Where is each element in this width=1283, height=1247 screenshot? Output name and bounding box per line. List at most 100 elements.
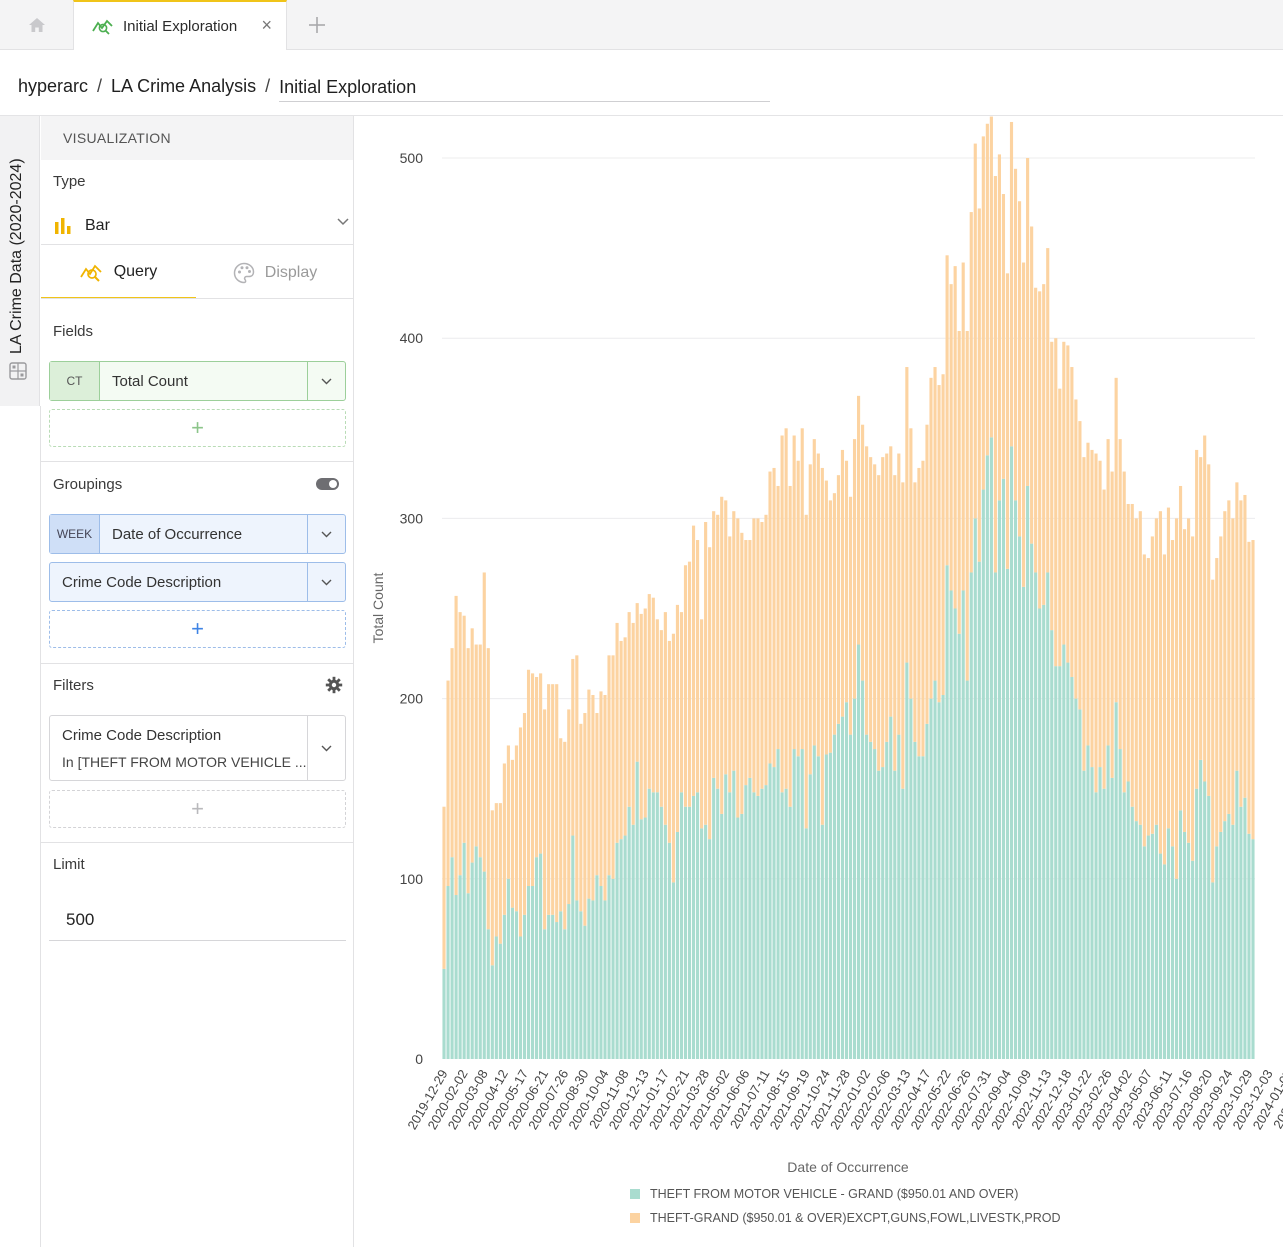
- bar-segment-grand: [865, 446, 869, 735]
- exploration-icon: [92, 17, 114, 35]
- bar-segment-grand: [663, 612, 667, 825]
- title-input[interactable]: Initial Exploration: [279, 77, 771, 102]
- bar-segment-grand: [704, 522, 708, 825]
- type-select[interactable]: Bar: [53, 212, 351, 240]
- bar-segment-vehicle: [848, 734, 853, 1059]
- bar-segment-vehicle: [1154, 824, 1158, 1059]
- field-dropdown[interactable]: [307, 362, 345, 400]
- bar-segment-grand: [502, 763, 506, 915]
- bar-segment-grand: [659, 630, 663, 807]
- bar-segment-grand: [1150, 536, 1154, 834]
- bar-segment-vehicle: [1005, 568, 1010, 1059]
- bar-segment-grand: [1009, 121, 1014, 447]
- bar-segment-vehicle: [1082, 770, 1086, 1059]
- breadcrumb-workspace[interactable]: hyperarc: [18, 75, 89, 96]
- filter-crime-code[interactable]: Crime Code Description In [THEFT FROM MO…: [49, 715, 346, 781]
- bar-segment-vehicle: [498, 943, 502, 1059]
- bar-segment-vehicle: [1046, 572, 1050, 1059]
- bar-segment-grand: [506, 745, 510, 879]
- legend-item[interactable]: THEFT FROM MOTOR VEHICLE - GRAND ($950.0…: [630, 1187, 1018, 1201]
- bar-segment-vehicle: [1231, 824, 1235, 1059]
- bar-segment-vehicle: [486, 929, 490, 1059]
- bar-segment-grand: [631, 622, 635, 825]
- granularity-tag[interactable]: WEEK: [50, 515, 100, 553]
- bar-segment-vehicle: [1126, 781, 1130, 1059]
- bar-segment-grand: [736, 518, 740, 818]
- filter-dropdown[interactable]: [307, 716, 345, 780]
- bar-segment-vehicle: [446, 886, 450, 1059]
- bar-segment-grand: [941, 374, 945, 695]
- query-icon: [79, 262, 104, 282]
- bar-segment-grand: [615, 622, 619, 843]
- bar-segment-vehicle: [1122, 792, 1126, 1059]
- bar-segment-vehicle: [861, 680, 865, 1059]
- bar-segment-grand: [450, 648, 454, 858]
- add-grouping-button[interactable]: +: [49, 610, 346, 648]
- bar-segment-grand: [514, 745, 519, 912]
- bar-segment-grand: [869, 457, 873, 742]
- bar-segment-vehicle: [993, 572, 997, 1059]
- bar-segment-vehicle: [1142, 846, 1146, 1059]
- bar-segment-grand: [1126, 503, 1130, 782]
- bar-segment-vehicle: [897, 734, 901, 1059]
- bar-chart: 01002003004005002019-12-292020-02-022020…: [370, 116, 1283, 1175]
- bar-segment-vehicle: [780, 792, 784, 1059]
- bar-segment-vehicle: [885, 741, 889, 1059]
- bar-segment-grand: [756, 518, 760, 796]
- bar-chart-icon: [55, 218, 71, 234]
- tab-query[interactable]: Query: [41, 246, 196, 299]
- bar-segment-vehicle: [1070, 676, 1074, 1059]
- bar-segment-vehicle: [1138, 824, 1142, 1059]
- bar-segment-vehicle: [1187, 842, 1191, 1059]
- home-tab[interactable]: [0, 0, 73, 49]
- grouping-dropdown[interactable]: [307, 563, 345, 601]
- bar-segment-grand: [792, 435, 796, 750]
- bar-segment-grand: [651, 597, 655, 793]
- bar-segment-grand: [1098, 460, 1102, 768]
- bar-segment-vehicle: [1098, 767, 1102, 1059]
- bar-segment-grand: [981, 136, 985, 490]
- bar-segment-grand: [901, 482, 905, 789]
- y-tick-label: 400: [400, 330, 424, 346]
- bar-segment-vehicle: [587, 898, 591, 1059]
- breadcrumb-project[interactable]: LA Crime Analysis: [111, 75, 257, 96]
- bar-segment-vehicle: [760, 788, 764, 1059]
- grouping-crime-code[interactable]: Crime Code Description: [49, 562, 346, 602]
- gear-icon[interactable]: [325, 676, 343, 694]
- bar-segment-vehicle: [1215, 846, 1219, 1059]
- bar-segment-grand: [1106, 439, 1110, 746]
- groupings-toggle[interactable]: [316, 478, 339, 490]
- chevron-down-icon: [321, 745, 332, 751]
- bar-segment-grand: [1082, 457, 1086, 771]
- add-field-button[interactable]: +: [49, 409, 346, 447]
- bar-segment-grand: [716, 514, 720, 789]
- grouping-date[interactable]: WEEK Date of Occurrence: [49, 514, 346, 554]
- bar-segment-vehicle: [466, 893, 470, 1059]
- bar-segment-vehicle: [844, 702, 849, 1059]
- aggregate-tag: CT: [50, 362, 100, 400]
- bar-segment-grand: [619, 640, 623, 840]
- add-tab-button[interactable]: [303, 12, 331, 38]
- bar-segment-grand: [744, 540, 748, 786]
- close-icon[interactable]: ×: [261, 15, 272, 35]
- field-total-count[interactable]: CT Total Count: [49, 361, 346, 401]
- bar-segment-grand: [732, 511, 736, 771]
- add-filter-button[interactable]: +: [49, 790, 346, 828]
- bar-segment-grand: [1078, 421, 1082, 710]
- grouping-dropdown[interactable]: [307, 515, 345, 553]
- bar-segment-vehicle: [736, 817, 740, 1059]
- bar-segment-grand: [454, 595, 458, 896]
- tab-initial-exploration[interactable]: Initial Exploration ×: [73, 0, 287, 50]
- bar-segment-vehicle: [1030, 543, 1034, 1059]
- palette-icon: [233, 262, 255, 284]
- legend-swatch: [630, 1213, 640, 1223]
- tab-display[interactable]: Display: [196, 246, 354, 299]
- bar-segment-vehicle: [1203, 781, 1207, 1059]
- legend-item[interactable]: THEFT-GRAND ($950.01 & OVER)EXCPT,GUNS,F…: [630, 1211, 1061, 1225]
- limit-input[interactable]: 500: [66, 910, 95, 929]
- bar-segment-grand: [559, 738, 563, 912]
- datasource-tab[interactable]: LA Crime Data (2020-2024): [0, 116, 40, 406]
- bar-segment-grand: [800, 428, 804, 750]
- bar-segment-vehicle: [1078, 709, 1082, 1059]
- bar-segment-grand: [563, 741, 567, 930]
